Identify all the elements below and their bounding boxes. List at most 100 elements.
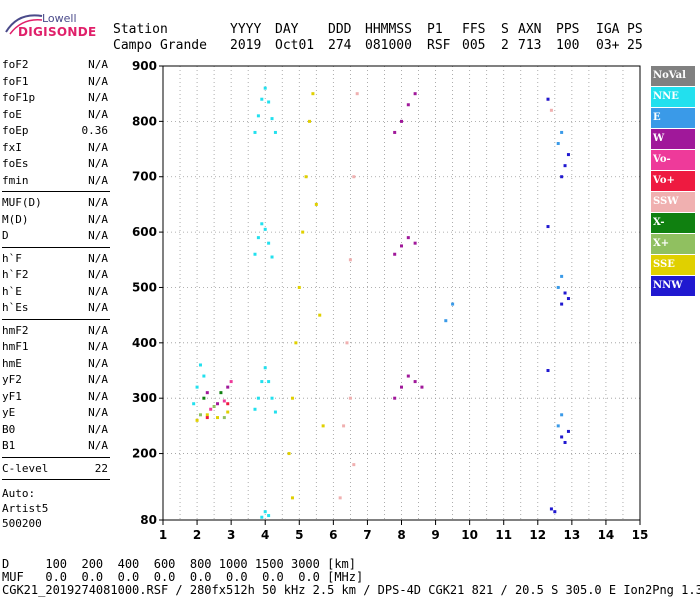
param-row-g4-5: yE N/A (2, 406, 110, 422)
legend-item-x: X+ (651, 234, 695, 254)
data-point-w (413, 380, 417, 384)
data-point-nne (263, 510, 267, 514)
lowell-digisonde-logo: Lowell DIGISONDE (4, 8, 96, 44)
param-name: C-level (2, 461, 49, 475)
data-point-nnw (566, 153, 570, 157)
data-point-nne (267, 514, 271, 518)
x-tick-label: 2 (193, 528, 201, 542)
data-point-sse (290, 496, 294, 500)
header-label-10: IGA (596, 22, 620, 37)
param-value: N/A (88, 107, 108, 121)
data-point-nne (267, 100, 271, 104)
data-point-nne (256, 396, 260, 400)
param-row-g3-3: h`Es N/A (2, 301, 110, 317)
param-separator (2, 191, 110, 192)
param-name: MUF(D) (2, 196, 42, 209)
data-point-sse (304, 175, 308, 179)
data-point-w (400, 244, 403, 248)
data-point-ssw (549, 108, 553, 112)
param-name: hmF1 (2, 340, 29, 353)
data-point-nne (273, 130, 277, 134)
autoscaling-info: Auto: Artist5 500200 (2, 486, 48, 531)
data-point-nnw (546, 369, 550, 373)
y-tick-label: 80 (140, 513, 157, 527)
legend-item-w: W (651, 129, 695, 149)
header-value-1: 2019 (230, 38, 262, 53)
x-tick-label: 13 (564, 528, 581, 542)
data-point-w (413, 241, 417, 245)
param-name: h`F2 (2, 268, 29, 281)
legend-item-sse: SSE (651, 255, 695, 275)
data-point-e (451, 302, 455, 306)
param-row-fof2: foF2 N/A (2, 58, 110, 74)
data-point-nne (260, 515, 264, 519)
data-point-ssw (348, 258, 352, 262)
data-point-e (560, 413, 564, 417)
data-point-vo (205, 416, 209, 420)
data-point-w (393, 252, 397, 256)
legend-item-ssw: SSW (651, 192, 695, 212)
header-value-7: 2 (501, 38, 509, 53)
header-value-8: 713 (518, 38, 542, 53)
data-point-sse (287, 452, 291, 456)
auto-label: Auto: (2, 487, 36, 500)
param-value: N/A (88, 91, 108, 104)
data-point-ssw (352, 463, 356, 467)
data-point-sse (321, 424, 325, 428)
param-name: B0 (2, 422, 16, 436)
param-row-g4-2: hmE N/A (2, 357, 110, 373)
data-point-nnw (563, 164, 567, 168)
data-point-vo (229, 380, 233, 384)
param-value: N/A (88, 340, 108, 353)
data-point-w (400, 385, 403, 389)
header-label-1: YYYY (230, 22, 262, 37)
param-value: N/A (88, 422, 108, 436)
param-name: yF2 (2, 373, 22, 386)
footer-distance-row: D 100 200 400 600 800 1000 1500 3000 [km… (2, 557, 357, 571)
data-point-nnw (563, 291, 567, 295)
x-tick-label: 9 (431, 528, 439, 542)
param-row-g4-6: B0 N/A (2, 423, 110, 439)
data-point-nnw (566, 297, 570, 301)
legend-item-noval: NoVal (651, 66, 695, 86)
y-tick-label: 500 (132, 280, 157, 294)
auto-code: 500200 (2, 517, 42, 530)
logo-line-2: DIGISONDE (18, 25, 97, 39)
logo-swoosh-icon (5, 14, 43, 35)
header-label-9: PPS (556, 22, 580, 37)
y-tick-label: 300 (132, 391, 157, 405)
y-tick-label: 600 (132, 225, 157, 239)
x-tick-label: 10 (461, 528, 478, 542)
data-point-x (202, 396, 206, 400)
x-tick-label: 12 (529, 528, 546, 542)
header-value-10: 03+ (596, 38, 620, 53)
data-point-nnw (560, 435, 564, 439)
data-point-sse (226, 410, 230, 414)
data-point-vo (226, 402, 230, 406)
y-tick-label: 400 (132, 336, 157, 350)
param-value: N/A (88, 268, 108, 281)
header-label-0: Station (113, 22, 168, 37)
data-point-sse (205, 413, 209, 417)
param-name: foEp (2, 124, 29, 137)
header-value-0: Campo Grande (113, 38, 207, 53)
data-point-w (393, 130, 397, 134)
data-point-nne (270, 396, 274, 400)
auto-artist: Artist5 (2, 502, 49, 515)
x-tick-label: 3 (227, 528, 235, 542)
x-tick-label: 5 (295, 528, 303, 542)
param-value: N/A (88, 301, 108, 314)
param-row-g4-7: B1 N/A (2, 439, 110, 455)
param-name: hmF2 (2, 323, 29, 337)
data-point-nnw (560, 175, 564, 179)
data-point-w (406, 374, 410, 378)
data-point-ssw (352, 175, 356, 179)
data-point-sse (308, 119, 312, 123)
data-point-x (198, 413, 202, 417)
legend-item-nne: NNE (651, 87, 695, 107)
param-name: hmE (2, 356, 22, 370)
param-row-g4-1: hmF1 N/A (2, 340, 110, 356)
param-row-g2-2: D N/A (2, 229, 110, 245)
data-point-e (556, 285, 560, 289)
